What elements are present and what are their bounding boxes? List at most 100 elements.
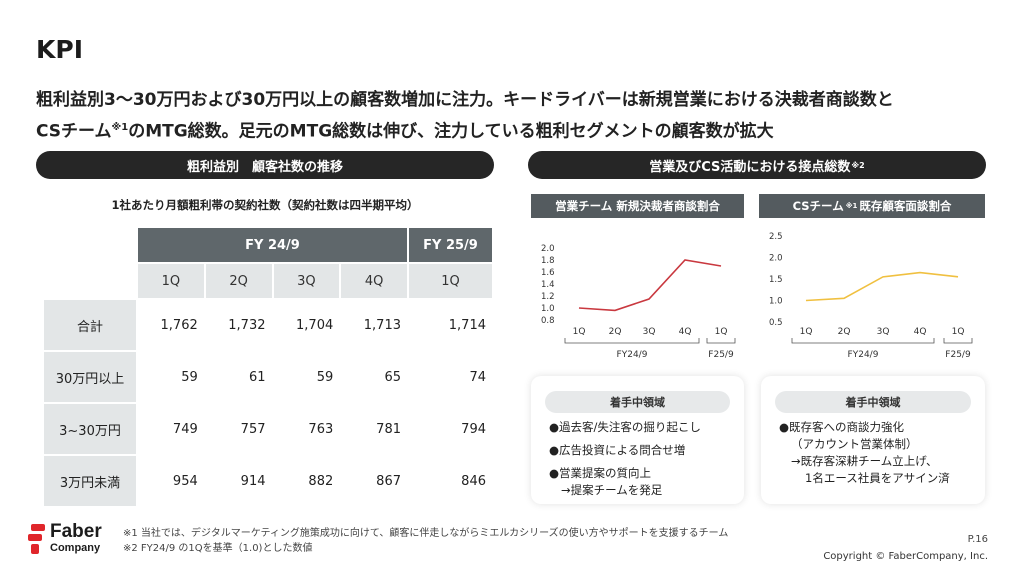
quarter-header: 4Q (339, 262, 409, 300)
y-tick-label: 1.0 (769, 297, 783, 307)
list-item-sub: →既存客深耕チーム立上げ、 (791, 454, 938, 468)
lead-footnote-mark: ※1 (111, 122, 129, 133)
cs-chart-tag: CSチーム ※1 既存顧客面談割合 (759, 194, 985, 218)
table-cell: 1,762 (136, 298, 206, 352)
y-tick-label: 0.8 (541, 316, 555, 326)
x-tick-label: 1Q (715, 327, 728, 337)
logo-word-2: Company (50, 542, 101, 554)
list-item-sub: （アカウント営業体制） (791, 437, 918, 451)
x-group-label: FY24/9 (617, 350, 648, 360)
table-cell: 1,704 (271, 298, 342, 352)
table-cell: 914 (203, 454, 274, 508)
cs-panel-title: 着手中領域 (775, 391, 971, 413)
group-bracket (564, 338, 700, 344)
left-section-header: 粗利益別 顧客社数の推移 (36, 151, 494, 179)
quarter-header: 1Q (407, 262, 494, 300)
table-cell: 763 (271, 402, 342, 456)
y-tick-label: 2.0 (541, 244, 555, 254)
group-bracket (706, 338, 736, 344)
page-number: P.16 (967, 534, 988, 545)
y-tick-label: 1.0 (541, 304, 555, 314)
x-group-label: F25/9 (708, 350, 734, 360)
fy25-header: FY 25/9 (407, 226, 494, 264)
table-subtitle: 1社あたり月額粗利帯の契約社数（契約社数は四半期平均） (111, 198, 419, 212)
table-cell: 74 (407, 350, 494, 404)
list-item: ●既存客への商談力強化 (779, 420, 905, 434)
left-section-header-label: 粗利益別 顧客社数の推移 (186, 159, 343, 175)
x-tick-label: 4Q (914, 327, 927, 337)
x-tick-label: 3Q (877, 327, 890, 337)
table-row: 3万円未満 954 914 882 867 846 (42, 454, 494, 508)
row-label: 合計 (42, 298, 138, 352)
quarter-header: 1Q (136, 262, 206, 300)
cs-panel-list: ●既存客への商談力強化 （アカウント営業体制） →既存客深耕チーム立上げ、 1名… (779, 419, 950, 487)
customer-count-table: FY 24/9 FY 25/9 1Q 2Q 3Q 4Q 1Q 合計 1,762 … (42, 226, 494, 508)
right-section-header-label: 営業及びCS活動における接点総数 (649, 159, 851, 175)
table-corner (42, 226, 138, 300)
lead-line-2: CSチーム※1のMTG総数。足元のMTG総数は伸び、注力している粗利セグメントの… (36, 114, 996, 146)
table-row: 3~30万円 749 757 763 781 794 (42, 402, 494, 456)
y-tick-label: 1.6 (541, 268, 555, 278)
logo-word: Faber (50, 521, 102, 542)
lead-line-1: 粗利益別3〜30万円および30万円以上の顧客数増加に注力。キードライバーは新規営… (36, 90, 894, 110)
page-title: KPI (36, 35, 83, 64)
faber-company-logo: Faber Company (28, 521, 110, 559)
table-row: 30万円以上 59 61 59 65 74 (42, 350, 494, 404)
table-cell: 781 (339, 402, 409, 456)
cs-tag-footnote-mark: ※1 (845, 202, 858, 210)
y-tick-label: 2.0 (769, 254, 783, 264)
series-line (578, 259, 722, 312)
y-tick-label: 1.8 (541, 256, 555, 266)
sales-line-chart: 2.0 1.8 1.6 1.4 1.2 1.0 0.8 1Q 2Q 3Q 4Q 1Q FY24/9 F25… (541, 244, 736, 360)
copyright: Copyright © FaberCompany, Inc. (823, 551, 988, 562)
quarter-header: 2Q (203, 262, 274, 300)
sales-panel-title: 着手中領域 (545, 391, 730, 413)
footnote-2: ※2 FY24/9 の1Qを基準（1.0)とした数値 (123, 543, 313, 554)
x-tick-label: 2Q (609, 327, 622, 337)
table-cell: 757 (203, 402, 274, 456)
sales-focus-panel: 着手中領域 ●過去客/失注客の掘り起こし ●広告投資による問合せ増 ●営業提案の… (531, 376, 744, 504)
table-cell: 61 (203, 350, 274, 404)
table-cell: 749 (136, 402, 206, 456)
right-header-footnote-mark: ※2 (851, 160, 865, 170)
table-cell: 846 (407, 454, 494, 508)
y-tick-label: 0.5 (769, 318, 783, 328)
y-tick-label: 2.5 (769, 232, 783, 242)
x-group-label: F25/9 (945, 350, 971, 360)
table-cell: 954 (136, 454, 206, 508)
fy24-header: FY 24/9 (136, 226, 409, 264)
row-label: 3万円未満 (42, 454, 138, 508)
x-tick-label: 1Q (573, 327, 586, 337)
group-bracket (943, 338, 973, 344)
logo-mark-icon (28, 524, 45, 554)
lead-line-2-a: CSチーム (36, 121, 112, 142)
table-cell: 794 (407, 402, 494, 456)
table-cell: 882 (271, 454, 342, 508)
table-cell: 1,732 (203, 298, 274, 352)
list-item-sub: 1名エース社員をアサイン済 (805, 471, 950, 485)
x-tick-label: 4Q (679, 327, 692, 337)
table-cell: 1,713 (339, 298, 409, 352)
table-cell: 59 (136, 350, 206, 404)
cs-tag-a: CSチーム (792, 199, 844, 213)
list-item-sub: →提案チームを発足 (561, 483, 663, 497)
cs-line-chart: 2.5 2.0 1.5 1.0 0.5 1Q 2Q 3Q 4Q 1Q FY24/9 F25/9 (769, 232, 973, 360)
table-cell: 1,714 (407, 298, 494, 352)
y-tick-label: 1.2 (541, 292, 555, 302)
y-tick-label: 1.4 (541, 280, 555, 290)
right-section-header: 営業及びCS活動における接点総数 ※2 (528, 151, 986, 179)
row-label: 3~30万円 (42, 402, 138, 456)
footnote-1: ※1 当社では、デジタルマーケティング施策成功に向けて、顧客に伴走しながらミエル… (123, 528, 729, 539)
sales-chart-tag: 営業チーム 新規決裁者商談割合 (531, 194, 744, 218)
quarter-header: 3Q (271, 262, 342, 300)
x-group-label: FY24/9 (848, 350, 879, 360)
table-cell: 59 (271, 350, 342, 404)
table-cell: 65 (339, 350, 409, 404)
list-item: ●営業提案の質向上 (549, 466, 652, 480)
table-row: 合計 1,762 1,732 1,704 1,713 1,714 (42, 298, 494, 352)
list-item: ●過去客/失注客の掘り起こし (549, 420, 701, 434)
x-tick-label: 1Q (800, 327, 813, 337)
cs-tag-b: 既存顧客面談割合 (859, 199, 952, 213)
x-tick-label: 1Q (952, 327, 965, 337)
row-label: 30万円以上 (42, 350, 138, 404)
